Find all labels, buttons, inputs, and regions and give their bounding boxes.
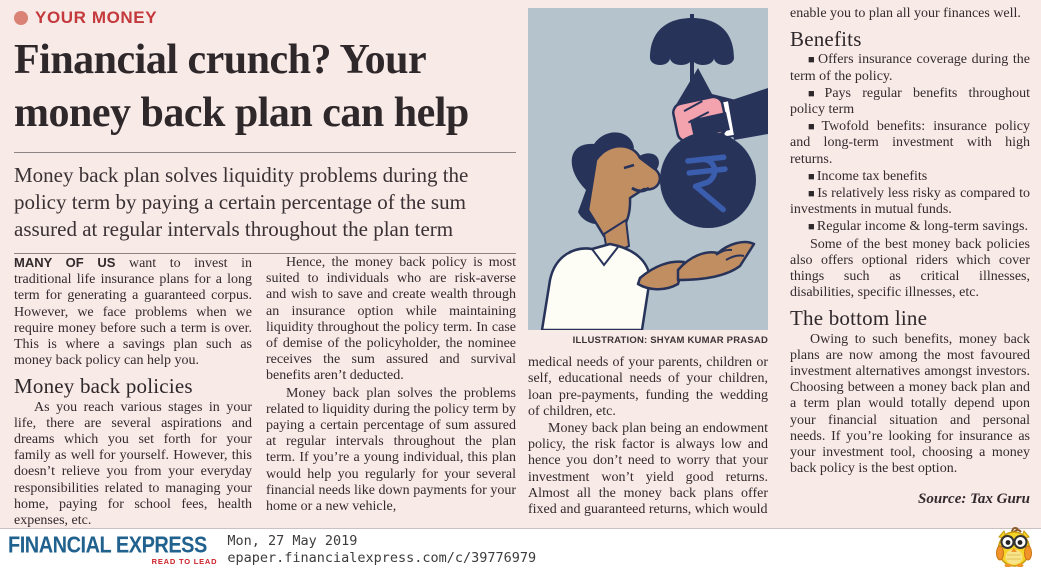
bullet-item: Is relatively less risky as compared to … [790,186,1030,218]
paragraph: Owing to such benefits, money back plans… [790,331,1030,477]
standfirst: Money back plan solves liquidity problem… [14,152,516,254]
source-credit: Source: Tax Guru [918,491,1030,508]
body-column-2: Hence, the money back policy is most sui… [266,255,516,516]
kicker-label: YOUR MONEY [35,8,158,27]
edition-meta: Mon, 27 May 2019 epaper.financialexpress… [227,533,987,567]
owl-mascot-icon [995,527,1033,570]
kicker-dot-icon [14,11,28,25]
money-bag [660,112,756,228]
man-figure [540,132,756,332]
bullet-item: Income tax benefits [790,169,1030,185]
logo-wordmark: FINANCIAL EXPRESS [8,532,207,558]
paragraph: medical needs of your parents, children … [528,355,768,419]
paragraph: Hence, the money back policy is most sui… [266,255,516,384]
bullet-item: Twofold benefits: insurance policy and l… [790,119,1030,168]
paragraph-text: want to invest in traditional life insur… [14,256,252,369]
bullet-item: Pays regular benefits throughout policy … [790,86,1030,118]
headline: Financial crunch? Your money back plan c… [14,37,469,136]
illustration-credit: ILLUSTRATION: SHYAM KUMAR PRASAD [572,335,768,346]
body-column-4: enable you to plan all your finances wel… [790,6,1030,508]
umbrella-icon [650,14,734,82]
lead-in: MANY OF US [14,255,116,270]
body-column-1: MANY OF US want to invest in traditional… [14,255,252,530]
bullet-item: Offers insurance coverage during the ter… [790,52,1030,84]
paragraph: As you reach various stages in your life… [14,399,252,529]
epaper-footer: FINANCIAL EXPRESS READ TO LEAD Mon, 27 M… [0,527,1041,570]
paragraph: Some of the best money back policies als… [790,236,1030,301]
bullet-item: Regular income & long-term savings. [790,219,1030,235]
rupee-symbol [685,154,728,213]
paragraph: Money back plan solves the problems rela… [266,385,516,515]
body-column-3: ILLUSTRATION: SHYAM KUMAR PRASAD medical… [528,8,768,519]
section-heading-benefits: Benefits [790,27,862,52]
financial-express-logo[interactable]: FINANCIAL EXPRESS READ TO LEAD [8,532,218,566]
section-kicker: YOUR MONEY [14,8,516,28]
article-region: YOUR MONEY Financial crunch? Your money … [0,0,1041,528]
edition-date: Mon, 27 May 2019 [227,532,358,549]
paragraph: Money back plan being an endowment polic… [528,421,768,518]
section-heading-bottom-line: The bottom line [790,306,928,331]
paragraph: enable you to plan all your finances wel… [790,6,1021,21]
section-heading-money-back-policies: Money back policies [14,374,193,399]
epaper-url[interactable]: epaper.financialexpress.com/c/39776979 [227,549,537,566]
paragraph: MANY OF US want to invest in traditional… [14,255,252,369]
money-bag-illustration [528,8,768,332]
article-header: YOUR MONEY Financial crunch? Your money … [14,8,516,254]
logo-tagline: READ TO LEAD [151,556,218,566]
